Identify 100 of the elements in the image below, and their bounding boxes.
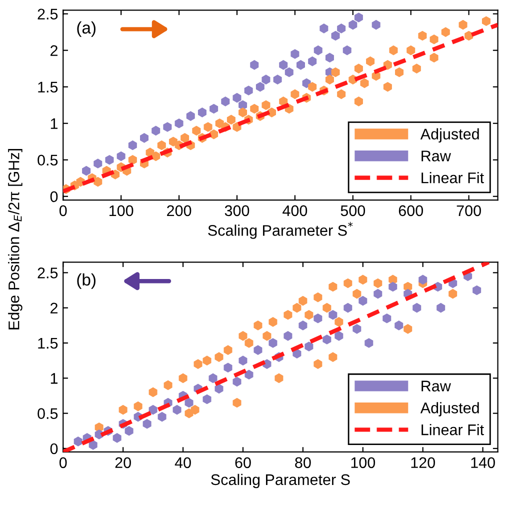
point xyxy=(364,338,374,348)
point xyxy=(292,302,302,313)
point xyxy=(244,86,253,96)
x-tick-label: 140 xyxy=(471,457,495,468)
point xyxy=(124,426,134,436)
x-tick-label: 300 xyxy=(224,205,250,216)
x-tick-label: 400 xyxy=(282,205,308,216)
point xyxy=(296,60,305,70)
point xyxy=(344,278,352,288)
x-tick-label: 0 xyxy=(59,457,67,468)
y-tick-label: 0 xyxy=(50,191,58,202)
point xyxy=(472,285,482,296)
point xyxy=(404,324,412,334)
legend-label: Adjusted xyxy=(420,128,479,143)
point xyxy=(174,118,184,128)
point xyxy=(194,359,202,370)
point xyxy=(314,359,322,370)
point xyxy=(268,338,278,348)
point xyxy=(244,338,254,348)
point xyxy=(214,384,224,394)
legend-label: Linear Fit xyxy=(422,424,484,436)
point xyxy=(436,302,446,313)
point xyxy=(116,151,126,162)
y-tick-label: 2.5 xyxy=(38,268,58,278)
point xyxy=(88,440,98,450)
x-tick-label: 200 xyxy=(167,205,192,216)
y-tick-label: 1 xyxy=(50,118,58,129)
x-tick-label: 0 xyxy=(59,205,67,216)
x-tick-label: 80 xyxy=(295,457,311,468)
point xyxy=(254,320,262,330)
point xyxy=(268,316,278,327)
point xyxy=(184,398,194,408)
point xyxy=(202,356,212,366)
legend-label: Linear Fit xyxy=(422,172,484,184)
point xyxy=(298,296,308,306)
point xyxy=(148,387,158,398)
point xyxy=(238,356,248,366)
point xyxy=(74,436,82,446)
y-tick-label: 2.5 xyxy=(38,8,58,20)
point xyxy=(186,111,195,121)
point xyxy=(348,20,358,30)
annotation: (b) xyxy=(77,273,96,289)
point xyxy=(314,292,322,302)
point xyxy=(105,154,114,165)
point xyxy=(314,45,322,56)
x-tick-label: 100 xyxy=(109,205,134,216)
point xyxy=(284,310,292,320)
point xyxy=(94,158,102,168)
point xyxy=(344,302,352,313)
y-tick-label: 2 xyxy=(50,302,58,314)
point xyxy=(352,288,362,299)
point xyxy=(152,126,160,136)
point xyxy=(284,67,294,78)
point xyxy=(214,352,224,362)
point xyxy=(352,324,362,334)
point xyxy=(208,373,218,384)
point xyxy=(221,96,230,106)
point xyxy=(158,412,166,422)
point xyxy=(358,296,368,306)
point xyxy=(232,92,242,103)
point xyxy=(298,320,308,330)
point xyxy=(262,331,272,341)
y-tick-label: 2 xyxy=(50,45,58,56)
point xyxy=(190,404,200,415)
point xyxy=(337,24,346,34)
point xyxy=(394,320,404,330)
x-tick-label: 700 xyxy=(456,205,481,216)
point xyxy=(308,56,317,66)
point xyxy=(163,122,172,132)
point xyxy=(232,376,242,387)
legend-label: Raw xyxy=(422,150,451,162)
x-tick-label: 40 xyxy=(174,457,191,468)
point xyxy=(342,45,352,56)
point xyxy=(224,362,232,373)
point xyxy=(328,282,338,292)
point xyxy=(274,373,284,384)
point xyxy=(262,74,270,84)
point xyxy=(320,24,328,34)
x-tick-label: 20 xyxy=(115,457,131,468)
point xyxy=(290,49,300,59)
point xyxy=(164,380,172,390)
point xyxy=(198,108,206,118)
point xyxy=(382,313,392,324)
y-tick-label: 1 xyxy=(50,373,58,384)
point xyxy=(448,288,458,299)
x-axis-title: Scaling Parameter S$^{*}$ xyxy=(208,222,353,239)
point xyxy=(134,401,142,412)
point xyxy=(325,52,334,63)
point xyxy=(372,20,380,30)
point xyxy=(118,404,128,415)
point xyxy=(334,316,344,327)
x-tick-label: 100 xyxy=(351,457,376,468)
x-axis-title: Scaling Parameter S xyxy=(211,474,350,488)
point xyxy=(412,302,422,313)
point xyxy=(331,30,340,41)
point xyxy=(142,418,152,429)
point xyxy=(279,60,288,70)
point xyxy=(304,342,314,352)
point xyxy=(202,394,212,404)
point xyxy=(314,313,322,324)
